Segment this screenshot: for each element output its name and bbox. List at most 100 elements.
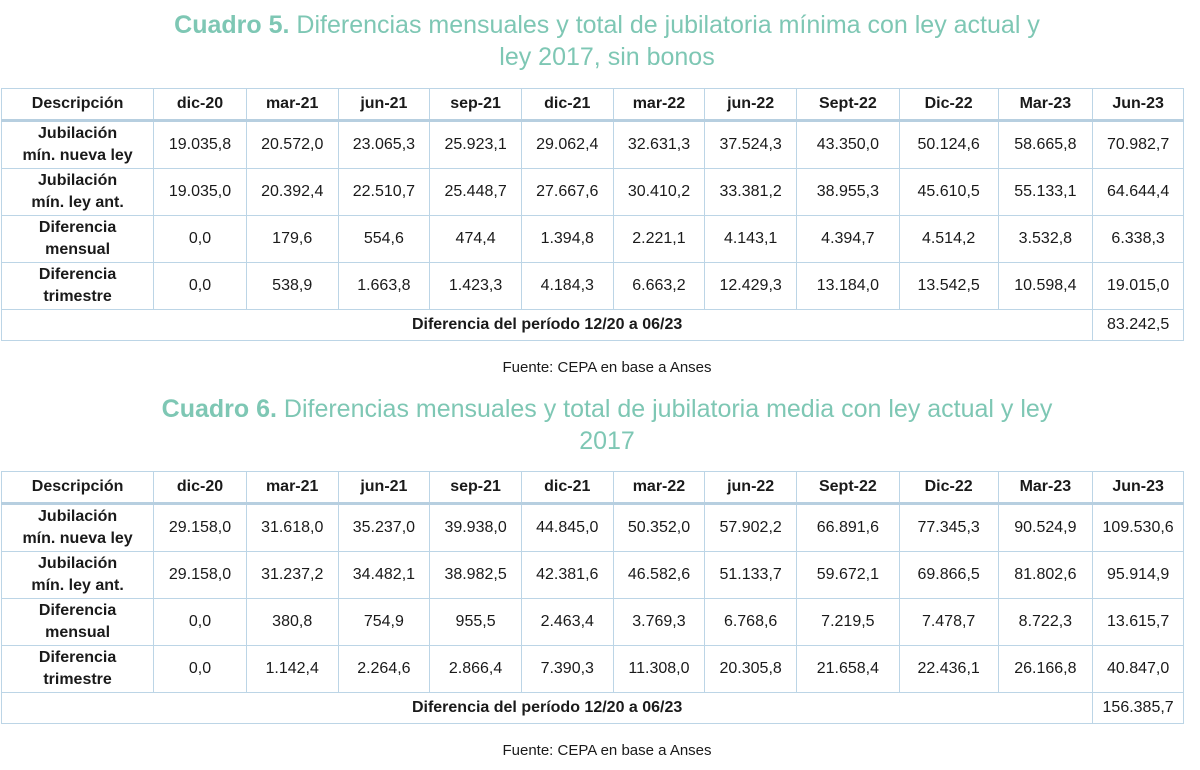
table-cell: 21.658,4 [795, 645, 900, 693]
table-cell: 1.663,8 [337, 262, 431, 310]
column-header: mar-21 [245, 471, 339, 505]
table-cell: 3.769,3 [612, 598, 706, 646]
column-header: jun-21 [337, 471, 431, 505]
table-cell: 20.392,4 [245, 168, 339, 216]
table-cell: 95.914,9 [1092, 551, 1184, 599]
table-cell: 58.665,8 [997, 120, 1094, 169]
table-row: Jubilación mín. ley ant. 19.035,0 20.392,… [0, 168, 1184, 216]
table-header-row: Descripción dic-20 mar-21 jun-21 sep-21 … [0, 471, 1184, 505]
total-row: Diferencia del período 12/20 a 06/23 83.… [0, 309, 1184, 341]
table-cell: 1.394,8 [520, 215, 614, 263]
table-cell: 7.478,7 [898, 598, 999, 646]
table-cell: 11.308,0 [612, 645, 706, 693]
table-cell: 12.429,3 [704, 262, 797, 310]
row-label: Diferencia trimestre [0, 645, 155, 693]
table-row: Jubilación mín. ley ant. 29.158,0 31.237,… [0, 551, 1184, 599]
table-row: Jubilación mín. nueva ley 29.158,0 31.618… [0, 503, 1184, 552]
row-label: Jubilación mín. ley ant. [0, 168, 155, 216]
table-6-title-lead: Cuadro 6. [161, 395, 277, 423]
table-5-title-lead: Cuadro 5. [174, 11, 290, 39]
table-cell: 35.237,0 [337, 503, 431, 552]
table-cell: 4.143,1 [704, 215, 797, 263]
table-cell: 0,0 [153, 262, 247, 310]
table-cell: 0,0 [153, 598, 247, 646]
row-label: Jubilación mín. nueva ley [0, 503, 155, 552]
table-cell: 7.390,3 [520, 645, 614, 693]
table-5-title-text: Diferencias mensuales y total de jubilat… [296, 11, 1040, 39]
table-header-row: Descripción dic-20 mar-21 jun-21 sep-21 … [0, 88, 1184, 122]
table-cell: 31.237,2 [245, 551, 339, 599]
table-cell: 4.394,7 [795, 215, 900, 263]
table-cell: 44.845,0 [520, 503, 614, 552]
table-cell: 4.184,3 [520, 262, 614, 310]
table-cell: 66.891,6 [795, 503, 900, 552]
column-header: Mar-23 [997, 88, 1094, 122]
column-header: Mar-23 [997, 471, 1094, 505]
table-cell: 30.410,2 [612, 168, 706, 216]
table-cell: 2.463,4 [520, 598, 614, 646]
column-header: Dic-22 [898, 88, 999, 122]
table-cell: 25.923,1 [429, 120, 522, 169]
table-row: Diferencia mensual 0,0 179,6 554,6 474,4 … [0, 215, 1184, 263]
table-cell: 22.436,1 [898, 645, 999, 693]
column-header: Dic-22 [898, 471, 999, 505]
table-6: Descripción dic-20 mar-21 jun-21 sep-21 … [0, 471, 1184, 724]
table-cell: 13.184,0 [795, 262, 900, 310]
table-5-title-line2: ley 2017, sin bonos [499, 43, 715, 71]
table-cell: 37.524,3 [704, 120, 797, 169]
table-cell: 29.158,0 [153, 503, 247, 552]
table-cell: 25.448,7 [429, 168, 522, 216]
table-cell: 179,6 [245, 215, 339, 263]
table-cell: 6.768,6 [704, 598, 797, 646]
table-cell: 20.305,8 [704, 645, 797, 693]
row-label: Diferencia trimestre [0, 262, 155, 310]
table-cell: 0,0 [153, 215, 247, 263]
column-header: Sept-22 [795, 471, 900, 505]
table-cell: 6.338,3 [1092, 215, 1184, 263]
table-cell: 3.532,8 [997, 215, 1094, 263]
table-cell: 29.158,0 [153, 551, 247, 599]
table-cell: 19.015,0 [1092, 262, 1184, 310]
table-row: Diferencia trimestre 0,0 538,9 1.663,8 1.… [0, 262, 1184, 310]
table-cell: 4.514,2 [898, 215, 999, 263]
table-cell: 46.582,6 [612, 551, 706, 599]
table-cell: 45.610,5 [898, 168, 999, 216]
column-header: Sept-22 [795, 88, 900, 122]
column-header: dic-20 [153, 471, 247, 505]
table-cell: 2.221,1 [612, 215, 706, 263]
table-cell: 0,0 [153, 645, 247, 693]
table-cell: 32.631,3 [612, 120, 706, 169]
column-header: Jun-23 [1092, 471, 1184, 505]
table-cell: 10.598,4 [997, 262, 1094, 310]
table-cell: 13.615,7 [1092, 598, 1184, 646]
table-cell: 754,9 [337, 598, 431, 646]
table-cell: 474,4 [429, 215, 522, 263]
table-cell: 26.166,8 [997, 645, 1094, 693]
table-cell: 64.644,4 [1092, 168, 1184, 216]
table-cell: 51.133,7 [704, 551, 797, 599]
table-row: Diferencia mensual 0,0 380,8 754,9 955,5 … [0, 598, 1184, 646]
table-row: Jubilación mín. nueva ley 19.035,8 20.572… [0, 120, 1184, 169]
column-header: dic-20 [153, 88, 247, 122]
table-cell: 55.133,1 [997, 168, 1094, 216]
table-cell: 27.667,6 [520, 168, 614, 216]
column-header: mar-22 [612, 88, 706, 122]
row-label: Jubilación mín. ley ant. [0, 551, 155, 599]
column-header: Descripción [0, 88, 155, 122]
table-6-title-line2: 2017 [579, 427, 635, 455]
table-cell: 59.672,1 [795, 551, 900, 599]
table-cell: 90.524,9 [997, 503, 1094, 552]
table-cell: 20.572,0 [245, 120, 339, 169]
table-cell: 38.955,3 [795, 168, 900, 216]
total-label: Diferencia del período 12/20 a 06/23 [0, 309, 1094, 341]
table-5-title: Cuadro 5. Diferencias mensuales y total … [0, 9, 1200, 73]
table-cell: 23.065,3 [337, 120, 431, 169]
table-cell: 43.350,0 [795, 120, 900, 169]
table-6-source: Fuente: CEPA en base a Anses [502, 742, 712, 759]
total-label: Diferencia del período 12/20 a 06/23 [0, 692, 1094, 724]
total-value: 83.242,5 [1092, 309, 1184, 341]
row-label: Diferencia mensual [0, 215, 155, 263]
table-cell: 19.035,0 [153, 168, 247, 216]
table-cell: 39.938,0 [429, 503, 522, 552]
column-header: dic-21 [520, 88, 614, 122]
